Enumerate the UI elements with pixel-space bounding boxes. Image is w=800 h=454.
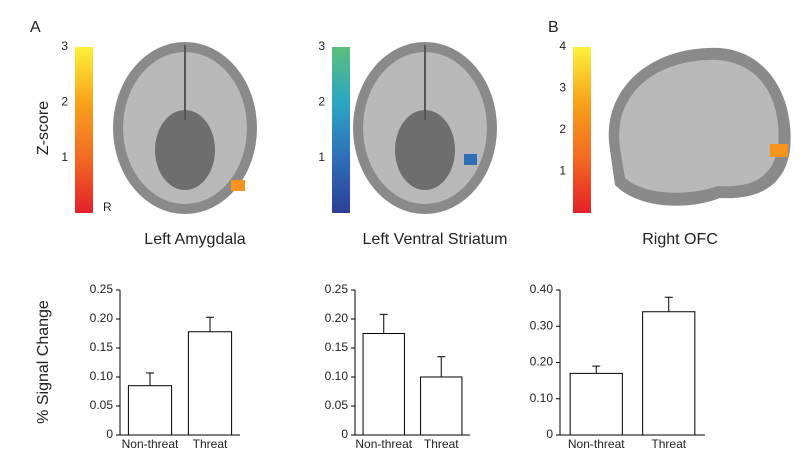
x-tick-label: Non-threat: [122, 437, 179, 451]
y-tick-label: 0.15: [325, 340, 349, 354]
y-tick-label: 0.05: [90, 398, 114, 412]
x-tick-label: Threat: [424, 437, 459, 451]
colorbar-tick-label: 2: [61, 95, 68, 109]
y-tick-label: 0.30: [530, 318, 554, 332]
y-axis-label: % Signal Change: [35, 300, 52, 424]
x-tick-label: Non-threat: [355, 437, 412, 451]
colorbar-tick-label: 1: [318, 150, 325, 164]
panel-label: A: [30, 19, 41, 36]
brain-image: [353, 42, 497, 214]
error-bar: [146, 372, 154, 386]
colorbar-tick-label: 2: [559, 122, 566, 136]
y-tick-label: 0.25: [325, 282, 349, 296]
brain-image: [608, 47, 791, 206]
y-tick-label: 0: [341, 427, 348, 441]
bar: [127, 385, 173, 436]
colorbar-tick-label: 2: [318, 95, 325, 109]
brain-image: [113, 42, 257, 214]
colorbar-tick-label: 3: [61, 39, 68, 53]
y-tick-label: 0.10: [90, 369, 114, 383]
x-tick-label: Threat: [193, 437, 228, 451]
colorbar-tick-label: 1: [559, 164, 566, 178]
bar: [642, 311, 696, 436]
colorbar: [75, 47, 93, 213]
chart-title: Left Amygdala: [144, 231, 246, 248]
y-tick-label: 0: [106, 427, 113, 441]
y-tick-label: 0.10: [325, 369, 349, 383]
panel-label: B: [548, 19, 559, 36]
error-bar: [206, 316, 214, 332]
colorbar-tick-label: 3: [559, 81, 566, 95]
y-tick-label: 0.05: [325, 398, 349, 412]
y-tick-label: 0.15: [90, 340, 114, 354]
x-tick-label: Threat: [651, 437, 686, 451]
colorbar-tick-label: 4: [559, 39, 566, 53]
y-tick-label: 0.10: [530, 391, 554, 405]
chart-title: Right OFC: [642, 231, 718, 248]
error-bar: [437, 356, 446, 377]
bar: [420, 376, 463, 436]
bar: [569, 372, 623, 436]
side-marker: R: [103, 200, 112, 214]
y-tick-label: 0.20: [90, 311, 114, 325]
colorbar: [573, 47, 591, 213]
y-tick-label: 0.20: [325, 311, 349, 325]
y-tick-label: 0.40: [530, 282, 554, 296]
error-bar: [379, 313, 388, 334]
y-tick-label: 0: [546, 427, 553, 441]
x-tick-label: Non-threat: [568, 437, 625, 451]
y-tick-label: 0.25: [90, 282, 114, 296]
y-tick-label: 0.20: [530, 355, 554, 369]
z-score-label: Z-score: [35, 101, 52, 155]
error-bar: [592, 365, 601, 374]
chart-title: Left Ventral Striatum: [363, 231, 508, 248]
colorbar-tick-label: 3: [318, 39, 325, 53]
bar: [362, 333, 405, 436]
error-bar: [664, 296, 673, 312]
colorbar: [332, 47, 350, 213]
bar: [187, 331, 233, 436]
colorbar-tick-label: 1: [61, 150, 68, 164]
